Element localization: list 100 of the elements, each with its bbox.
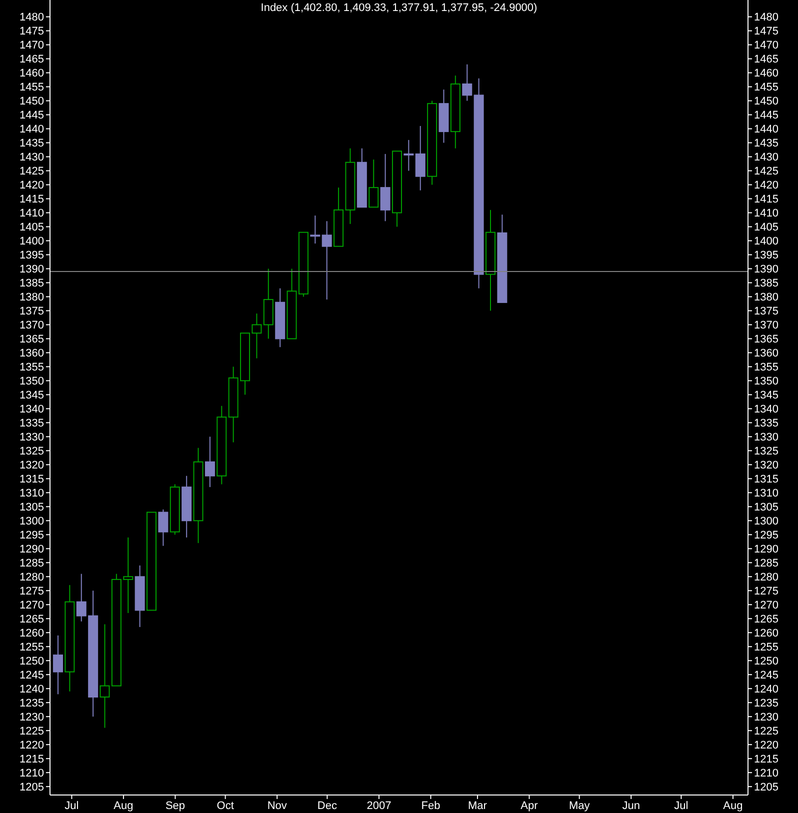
x-tick-label: 2007 bbox=[366, 800, 392, 812]
y-tick-label: 1350 bbox=[20, 376, 44, 388]
y2-tick-label: 1260 bbox=[754, 628, 778, 640]
y2-tick-label: 1210 bbox=[754, 768, 778, 780]
y-tick-label: 1445 bbox=[20, 110, 44, 122]
y-tick-label: 1320 bbox=[20, 460, 44, 472]
y-tick-label: 1225 bbox=[20, 726, 44, 738]
y2-tick-label: 1290 bbox=[754, 544, 778, 556]
y-tick-label: 1330 bbox=[20, 432, 44, 444]
y-tick-label: 1390 bbox=[20, 264, 44, 276]
y2-tick-label: 1340 bbox=[754, 404, 778, 416]
y2-tick-label: 1445 bbox=[754, 110, 778, 122]
candlestick bbox=[182, 475, 192, 538]
y2-tick-label: 1330 bbox=[754, 432, 778, 444]
candlestick bbox=[438, 89, 449, 144]
y2-tick-label: 1225 bbox=[754, 726, 778, 738]
y2-tick-label: 1295 bbox=[754, 530, 778, 542]
y-tick-label: 1430 bbox=[20, 152, 44, 164]
x-tick-label: Aug bbox=[723, 800, 743, 812]
y2-tick-label: 1315 bbox=[754, 474, 778, 486]
y2-tick-label: 1205 bbox=[754, 782, 778, 794]
x-tick-label: Apr bbox=[520, 800, 538, 812]
candlestick bbox=[380, 153, 390, 222]
y2-tick-label: 1250 bbox=[754, 656, 778, 668]
y-tick-label: 1295 bbox=[20, 530, 44, 542]
candlestick bbox=[450, 75, 460, 149]
candlestick bbox=[404, 139, 414, 172]
x-tick-label: Aug bbox=[114, 800, 134, 812]
y-tick-label: 1365 bbox=[20, 334, 44, 346]
y-tick-label: 1290 bbox=[20, 544, 44, 556]
y-tick-label: 1285 bbox=[20, 558, 44, 570]
y-tick-label: 1275 bbox=[20, 586, 44, 598]
y2-tick-label: 1475 bbox=[754, 26, 778, 38]
y-tick-label: 1280 bbox=[20, 572, 44, 584]
y-tick-label: 1345 bbox=[20, 390, 44, 402]
y-tick-label: 1210 bbox=[20, 768, 44, 780]
x-tick-label: Sep bbox=[165, 800, 186, 812]
y2-tick-label: 1435 bbox=[754, 138, 778, 150]
y-tick-label: 1340 bbox=[20, 404, 44, 416]
candlestick bbox=[216, 405, 227, 485]
y2-tick-label: 1380 bbox=[754, 292, 778, 304]
y-tick-label: 1380 bbox=[20, 292, 44, 304]
y-tick-label: 1235 bbox=[20, 698, 44, 710]
y2-tick-label: 1450 bbox=[754, 96, 778, 108]
y-tick-label: 1315 bbox=[20, 474, 44, 486]
y2-tick-label: 1310 bbox=[754, 488, 778, 500]
y-tick-label: 1455 bbox=[20, 82, 44, 94]
x-tick-label: Jul bbox=[64, 800, 79, 812]
y2-tick-label: 1400 bbox=[754, 236, 778, 248]
y2-tick-label: 1350 bbox=[754, 376, 778, 388]
y-tick-label: 1375 bbox=[20, 306, 44, 318]
y-tick-label: 1405 bbox=[20, 222, 44, 234]
y-tick-label: 1460 bbox=[20, 68, 44, 80]
y2-tick-label: 1470 bbox=[754, 40, 778, 52]
y-tick-label: 1300 bbox=[20, 516, 44, 528]
y-tick-label: 1450 bbox=[20, 96, 44, 108]
y2-tick-label: 1345 bbox=[754, 390, 778, 402]
y-tick-label: 1475 bbox=[20, 26, 44, 38]
candlestick bbox=[474, 78, 484, 289]
y2-tick-label: 1405 bbox=[754, 222, 778, 234]
y-tick-label: 1435 bbox=[20, 138, 44, 150]
x-tick-label: Oct bbox=[216, 800, 234, 812]
x-tick-label: Mar bbox=[468, 800, 488, 812]
y-tick-label: 1410 bbox=[20, 208, 44, 220]
y2-tick-label: 1335 bbox=[754, 418, 778, 430]
y-tick-label: 1255 bbox=[20, 642, 44, 654]
candlestick bbox=[193, 447, 204, 544]
y2-tick-label: 1280 bbox=[754, 572, 778, 584]
y-tick-label: 1470 bbox=[20, 40, 44, 52]
y2-tick-label: 1305 bbox=[754, 502, 778, 514]
x-tick-label: Feb bbox=[421, 800, 440, 812]
y-tick-label: 1305 bbox=[20, 502, 44, 514]
y2-tick-label: 1215 bbox=[754, 754, 778, 766]
y2-tick-label: 1320 bbox=[754, 460, 778, 472]
candlestick bbox=[462, 64, 472, 102]
candlestick bbox=[53, 634, 64, 695]
y-tick-label: 1415 bbox=[20, 194, 44, 206]
y2-tick-label: 1235 bbox=[754, 698, 778, 710]
y2-tick-label: 1370 bbox=[754, 320, 778, 332]
y-tick-label: 1260 bbox=[20, 628, 44, 640]
x-tick-label: Jun bbox=[622, 800, 640, 812]
x-tick-label: May bbox=[568, 800, 590, 812]
candlestick bbox=[158, 508, 168, 546]
x-tick-label: Jul bbox=[674, 800, 688, 812]
y2-tick-label: 1270 bbox=[754, 600, 778, 612]
y2-tick-label: 1430 bbox=[754, 152, 778, 164]
y-tick-label: 1360 bbox=[20, 348, 44, 360]
y2-tick-label: 1455 bbox=[754, 82, 778, 94]
y-tick-label: 1325 bbox=[20, 446, 44, 458]
y2-tick-label: 1355 bbox=[754, 362, 778, 374]
y2-tick-label: 1365 bbox=[754, 334, 778, 346]
x-tick-label: Dec bbox=[317, 800, 338, 812]
y-tick-label: 1420 bbox=[20, 180, 44, 192]
y2-tick-label: 1375 bbox=[754, 306, 778, 318]
y2-tick-label: 1275 bbox=[754, 586, 778, 598]
y2-tick-label: 1255 bbox=[754, 642, 778, 654]
y2-tick-label: 1390 bbox=[754, 264, 778, 276]
y-tick-label: 1400 bbox=[20, 236, 44, 248]
candlestick bbox=[275, 288, 286, 348]
y2-tick-label: 1385 bbox=[754, 278, 778, 290]
